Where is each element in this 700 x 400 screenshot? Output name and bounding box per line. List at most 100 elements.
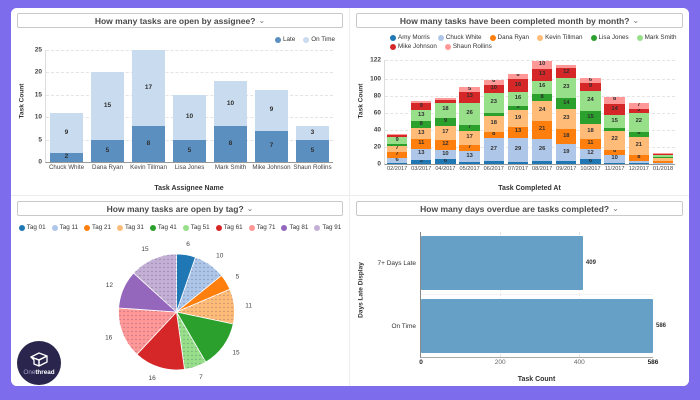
bar-segment-amy-morris[interactable] xyxy=(556,160,577,164)
bar-segment-mark-smith[interactable]: 24 xyxy=(580,90,601,112)
bar-12-2017[interactable]: 8 21 6 22 5 7 xyxy=(628,60,649,164)
legend-item-tag-31[interactable]: Tag 31 xyxy=(116,224,144,231)
bar-segment-on-time[interactable]: 10 xyxy=(213,81,248,127)
bar-segment-mark-smith[interactable]: 16 xyxy=(507,92,529,107)
bar-segment-late[interactable]: 8 xyxy=(131,126,166,162)
legend-item-tag-41[interactable]: Tag 41 xyxy=(149,224,177,231)
bar-segment-mike-johnson[interactable]: 5 xyxy=(628,108,649,113)
bar-segment-dana-ryan[interactable]: 6 xyxy=(604,149,625,155)
bar-dana-ryan[interactable]: 5 15 xyxy=(90,50,125,162)
bar-segment-shaun-rollins[interactable]: 6 xyxy=(507,73,529,79)
bar-segment-mark-smith[interactable]: 18 xyxy=(435,102,456,118)
bar-05-2017[interactable]: 13 7 17 7 26 13 5 xyxy=(459,60,480,164)
bar-kevin-tillman[interactable]: 8 17 xyxy=(131,50,166,162)
chart-title-completed-month-by-month[interactable]: How many tasks have been completed month… xyxy=(356,13,683,28)
bar-mark-smith[interactable]: 8 10 xyxy=(213,50,248,162)
bar-segment-shaun-rollins[interactable]: 8 xyxy=(604,96,625,104)
bar-segment-dana-ryan[interactable]: 11 xyxy=(411,139,432,149)
bar-segment-mark-smith[interactable]: 23 xyxy=(483,93,504,113)
bar-segment-lisa-jones[interactable]: 6 xyxy=(628,131,649,137)
bar-segment-kevin-tillman[interactable]: 22 xyxy=(604,130,625,150)
bar-segment-shaun-rollins[interactable] xyxy=(386,134,408,136)
legend-item-amy-morris[interactable]: Amy Morris xyxy=(390,34,430,41)
bar-segment-dana-ryan[interactable] xyxy=(652,160,674,164)
bar-segment-amy-morris[interactable] xyxy=(507,162,529,164)
bar-segment-chuck-white[interactable]: 27 xyxy=(483,138,504,162)
legend-item-tag-21[interactable]: Tag 21 xyxy=(84,224,111,231)
bar-segment-kevin-tillman[interactable]: 21 xyxy=(628,136,649,155)
pie-slice-tag-61[interactable] xyxy=(136,311,185,371)
bar-segment-mike-johnson[interactable]: 16 xyxy=(507,78,529,93)
bar-segment-kevin-tillman[interactable]: 18 xyxy=(483,116,504,132)
bar-segment-mike-johnson[interactable]: 13 xyxy=(531,69,553,81)
bar-07-2017[interactable]: 29 13 19 5 16 16 6 xyxy=(507,60,529,164)
bar-segment-mike-johnson[interactable] xyxy=(386,135,408,137)
legend-item-tag-01[interactable]: Tag 01 xyxy=(18,224,46,231)
bar-06-2017[interactable]: 27 8 18 23 10 6 xyxy=(483,60,504,164)
bar-04-2017[interactable]: 6 10 12 17 9 18 xyxy=(435,60,456,164)
bar-segment-shaun-rollins[interactable]: 10 xyxy=(531,60,553,70)
bar-segment-mike-johnson[interactable] xyxy=(435,100,456,103)
bar-segment-kevin-tillman[interactable]: 23 xyxy=(556,109,577,130)
legend-item-tag-61[interactable]: Tag 61 xyxy=(215,224,243,231)
bar-segment-shaun-rollins[interactable]: 5 xyxy=(459,87,480,92)
bar-segment-lisa-jones[interactable]: 5 xyxy=(507,106,529,111)
bar-09-2017[interactable]: 19 18 23 14 23 12 xyxy=(556,60,577,164)
bar-segment-amy-morris[interactable] xyxy=(483,161,504,164)
onethread-logo[interactable]: Onethread xyxy=(17,341,61,385)
bar-segment-dana-ryan[interactable]: 7 xyxy=(459,145,480,152)
bar-segment-kevin-tillman[interactable] xyxy=(652,158,674,161)
bar-segment-lisa-jones[interactable] xyxy=(604,128,625,131)
chart-title-days-overdue[interactable]: How many days overdue are tasks complete… xyxy=(356,201,683,216)
bar-segment-dana-ryan[interactable]: 12 xyxy=(435,140,456,151)
bar-segment-mark-smith[interactable]: 16 xyxy=(531,80,553,95)
bar-segment-amy-morris[interactable]: 5 xyxy=(411,159,432,164)
bar-segment-dana-ryan[interactable]: 13 xyxy=(507,126,529,138)
bar-segment-chuck-white[interactable]: 12 xyxy=(580,148,601,159)
bar-segment-dana-ryan[interactable]: 11 xyxy=(580,139,601,149)
bar-lisa-jones[interactable]: 5 10 xyxy=(172,50,207,162)
bar-segment-amy-morris[interactable]: 6 xyxy=(580,158,601,164)
bar-segment-chuck-white[interactable]: 19 xyxy=(556,144,577,161)
legend-item-tag-91[interactable]: Tag 91 xyxy=(314,224,341,231)
bar-segment-mark-smith[interactable] xyxy=(652,154,674,158)
bar-segment-chuck-white[interactable] xyxy=(628,161,649,164)
bar-segment-mark-smith[interactable]: 13 xyxy=(411,110,432,122)
bar-segment-kevin-tillman[interactable]: 18 xyxy=(580,123,601,140)
bar-segment-late[interactable]: 5 xyxy=(172,139,207,162)
legend-item-mike-johnson[interactable]: Mike Johnson xyxy=(390,43,437,50)
bar-segment-chuck-white[interactable]: 6 xyxy=(386,158,408,164)
bar-segment-lisa-jones[interactable] xyxy=(652,157,674,159)
bar-segment-on-time[interactable]: 9 xyxy=(49,112,84,154)
bar-segment-shaun-rollins[interactable] xyxy=(411,100,432,103)
bar-segment-kevin-tillman[interactable]: 17 xyxy=(435,125,456,141)
bar-segment-kevin-tillman[interactable]: 17 xyxy=(459,130,480,146)
bar-segment-shaun-rollins[interactable]: 7 xyxy=(628,102,649,109)
bar-segment-late[interactable]: 2 xyxy=(49,153,84,162)
chart-title-open-by-tag[interactable]: How many tasks are open by tag? ⌄ xyxy=(17,201,343,216)
bar-segment-kevin-tillman[interactable]: 24 xyxy=(531,100,553,122)
bar-segment-on-time[interactable]: 17 xyxy=(131,50,166,127)
bar-segment-mark-smith[interactable]: 15 xyxy=(604,115,625,129)
bar-segment-mark-smith[interactable]: 22 xyxy=(628,112,649,132)
bar-segment-dana-ryan[interactable]: 8 xyxy=(483,131,504,139)
bar-segment-lisa-jones[interactable]: 15 xyxy=(580,111,601,124)
bar-segment-shaun-rollins[interactable] xyxy=(435,97,456,101)
bar-segment-dana-ryan[interactable]: 7 xyxy=(386,152,408,159)
bar-segment-kevin-tillman[interactable]: 7 xyxy=(386,146,408,153)
bar-segment-chuck-white[interactable]: 26 xyxy=(531,139,553,162)
bar-01-2018[interactable] xyxy=(652,60,674,164)
bar-segment-mark-smith[interactable]: 26 xyxy=(459,102,480,125)
bar-segment-mike-johnson[interactable]: 10 xyxy=(483,84,504,94)
bar-segment-chuck-white[interactable]: 29 xyxy=(507,137,529,163)
legend-item-shaun-rollins[interactable]: Shaun Rollins xyxy=(444,43,492,50)
bar-segment-amy-morris[interactable] xyxy=(604,163,625,164)
bar-10-2017[interactable]: 6 12 11 18 15 24 9 6 xyxy=(580,60,601,164)
bar-segment-amy-morris[interactable] xyxy=(531,161,553,164)
bar-segment-mike-johnson[interactable] xyxy=(652,153,674,155)
bar-segment-kevin-tillman[interactable]: 13 xyxy=(411,128,432,140)
bar-segment-mike-johnson[interactable]: 13 xyxy=(459,91,480,103)
bar-segment-late[interactable]: 7 xyxy=(254,130,289,162)
